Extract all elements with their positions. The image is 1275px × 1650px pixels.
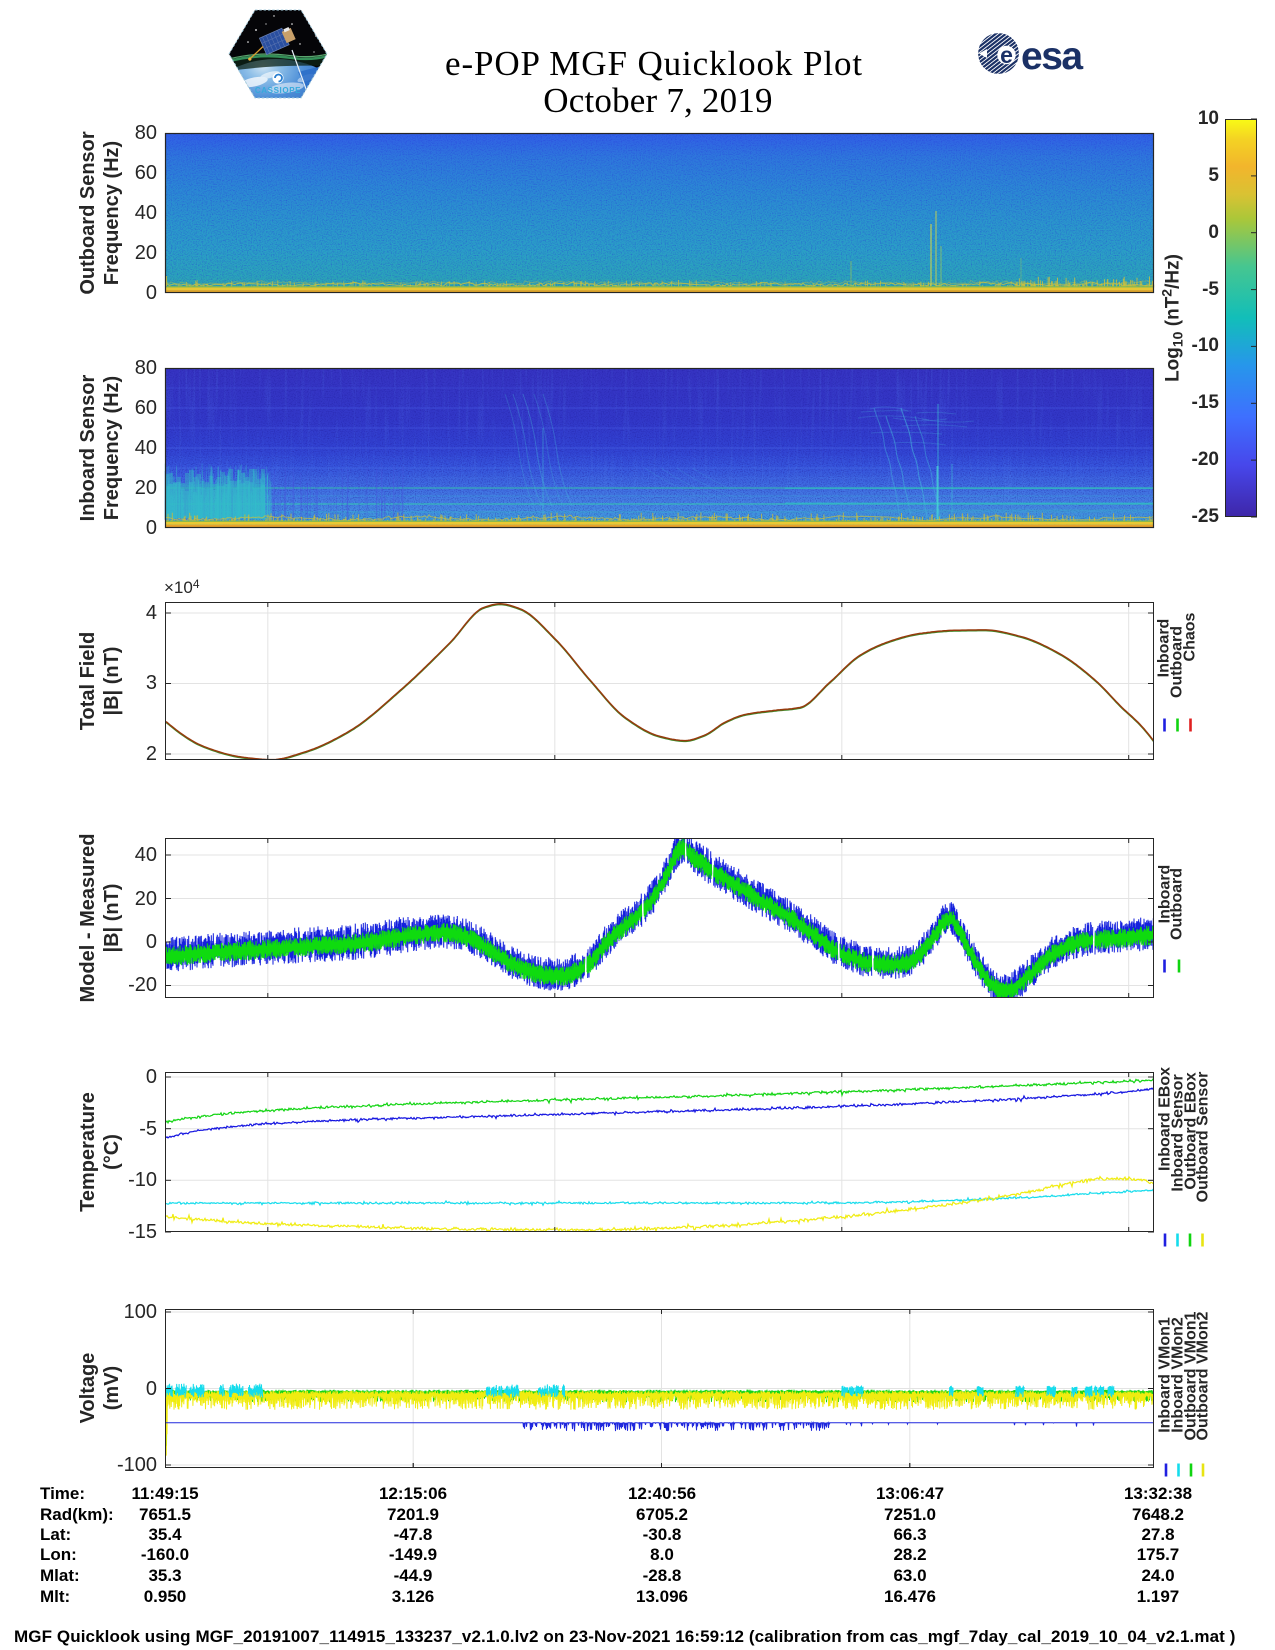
svg-text:e: e	[1000, 42, 1013, 68]
svg-text:esa: esa	[1021, 35, 1083, 78]
svg-text:CASSIOPE: CASSIOPE	[255, 86, 301, 95]
